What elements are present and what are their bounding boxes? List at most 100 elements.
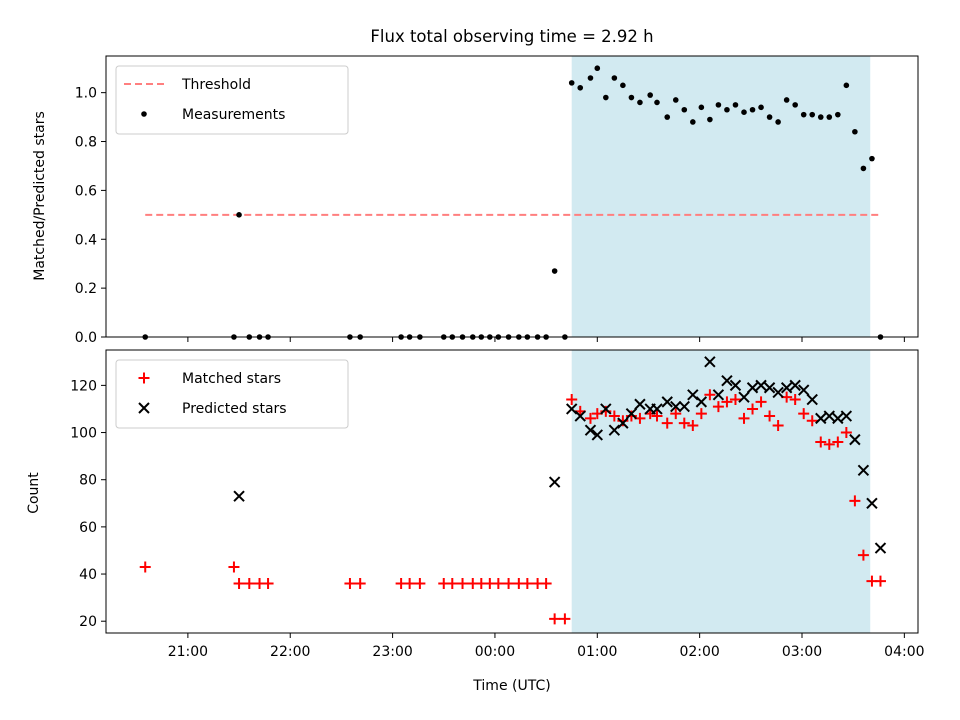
measurement-point <box>664 114 671 120</box>
predicted-star-point <box>780 382 793 394</box>
matched-star-point <box>764 410 776 422</box>
measurement-point <box>724 106 730 113</box>
predicted-star-point <box>832 412 844 425</box>
measurement-point <box>594 65 601 72</box>
predicted-star-point <box>584 424 597 436</box>
matched-star-point <box>815 436 827 448</box>
predicted-star-point <box>704 356 716 368</box>
legend-predicted-swatch <box>138 402 150 414</box>
predicted-star-point <box>789 379 801 392</box>
predicted-star-point <box>729 379 742 392</box>
measurement-point <box>568 80 575 86</box>
bottom-y-axis-label: Count <box>26 472 42 514</box>
matched-star-point <box>857 549 869 561</box>
matched-star-point <box>840 427 852 439</box>
matched-star-point <box>798 408 810 420</box>
predicted-star-point <box>591 429 604 441</box>
x-tick-label: 02:00 <box>679 644 719 660</box>
predicted-star-point <box>233 490 245 502</box>
chart-title: Flux total observing time = 2.92 h <box>370 27 653 46</box>
matched-star-point <box>404 577 416 589</box>
legend-box <box>115 65 349 135</box>
matched-star-point <box>747 403 759 415</box>
predicted-star-point <box>840 410 853 422</box>
matched-star-point <box>806 415 818 427</box>
matched-star-point <box>772 419 784 431</box>
predicted-star-point <box>712 389 725 401</box>
legend-matched-swatch <box>138 372 150 384</box>
measurement-point <box>800 111 807 118</box>
axes-frame <box>105 349 919 634</box>
top-axes-ratio: 0.0 0.2 0.4 0.6 0.8 1.0 Threshold Measurements <box>75 55 919 346</box>
y-tick-label: 60 <box>79 520 97 536</box>
x-tick-label: 23:00 <box>372 644 412 660</box>
matched-star-point <box>755 396 767 408</box>
measurement-point <box>766 114 773 120</box>
legend-measurement-swatch <box>141 111 147 117</box>
y-tick-label: 0.2 <box>75 281 97 297</box>
matched-star-point <box>584 412 596 424</box>
legend-box <box>115 359 349 429</box>
y-tick-label: 0.0 <box>75 330 97 346</box>
measurement-point <box>672 97 679 103</box>
y-tick-label: 40 <box>79 567 97 583</box>
legend-label: Matched stars <box>182 371 281 387</box>
y-tick-label: 20 <box>79 614 97 630</box>
predicted-star-point <box>763 382 776 394</box>
matched-star-point <box>651 410 663 422</box>
predicted-star-point <box>755 379 767 392</box>
predicted-star-point <box>661 396 673 408</box>
measurement-point <box>741 109 747 115</box>
matched-star-point <box>789 394 801 406</box>
legend-label: Predicted stars <box>182 401 287 417</box>
measurement-point <box>628 94 635 101</box>
matched-star-point <box>712 401 724 413</box>
matched-star-point <box>521 577 533 589</box>
matched-star-point <box>344 577 356 589</box>
predicted-star-point <box>574 410 586 422</box>
y-tick-label: 0.6 <box>75 183 97 199</box>
legend-label: Measurements <box>182 107 285 123</box>
measurement-point <box>809 111 816 118</box>
measurement-point <box>551 268 558 274</box>
matched-star-point <box>687 419 699 431</box>
matched-star-point <box>243 577 255 589</box>
measurement-point <box>611 75 618 81</box>
matched-star-point <box>670 408 682 420</box>
predicted-star-point <box>874 542 887 554</box>
matched-star-point <box>608 410 620 422</box>
predicted-star-point <box>772 386 784 399</box>
matched-star-point <box>559 613 571 625</box>
measurement-point <box>236 212 242 218</box>
matched-star-point <box>823 438 835 450</box>
measurement-point <box>690 119 696 125</box>
predicted-star-point <box>797 384 810 396</box>
measurement-point <box>698 104 705 111</box>
matched-star-point <box>678 417 690 429</box>
legend-label: Threshold <box>181 77 251 93</box>
matched-star-point <box>503 577 515 589</box>
measurement-point <box>707 116 713 123</box>
matched-star-point <box>354 577 366 589</box>
matched-star-point <box>661 417 673 429</box>
x-tick-label: 00:00 <box>475 644 515 660</box>
measurement-point <box>826 114 833 120</box>
predicted-star-point <box>857 464 870 476</box>
matched-star-point <box>228 561 240 573</box>
y-tick-label: 80 <box>79 473 97 489</box>
matched-star-point <box>729 394 741 406</box>
measurement-point <box>647 92 653 98</box>
predicted-star-point <box>721 374 733 387</box>
x-tick-label: 01:00 <box>577 644 617 660</box>
matched-star-point <box>832 436 844 448</box>
measurement-point <box>749 106 756 113</box>
predicted-star-point <box>746 382 759 394</box>
bottom-axes-counts: 20 40 60 80 100 120 21:00 22:00 23:00 00:00 01:00 0… <box>70 349 925 660</box>
matched-star-point <box>566 394 578 406</box>
predicted-star-point <box>608 424 621 436</box>
matched-star-point <box>446 577 458 589</box>
measurement-point <box>869 155 875 162</box>
x-tick-label: 04:00 <box>884 644 924 660</box>
matched-star-point <box>695 408 707 420</box>
measurement-point <box>843 82 850 89</box>
